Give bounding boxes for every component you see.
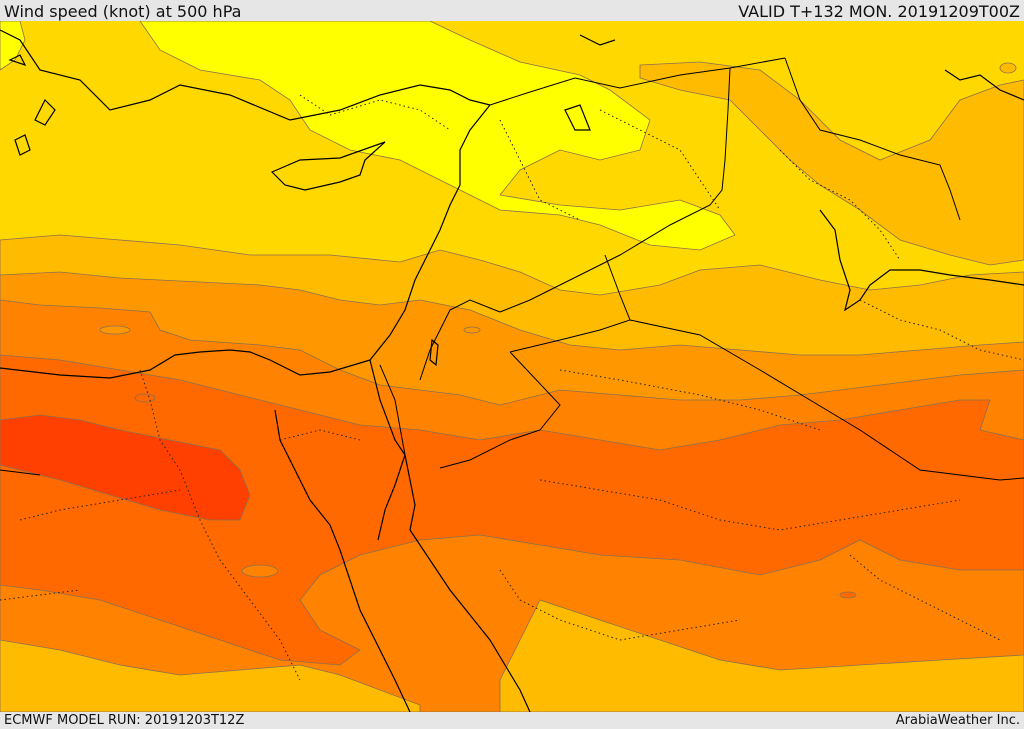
contour-blob-6	[463, 326, 481, 334]
band-redorange	[0, 354, 1024, 666]
footer-bar: ECMWF MODEL RUN: 20191203T12Z ArabiaWeat…	[0, 712, 1024, 729]
borders	[0, 57, 1024, 481]
contour-blob-3	[839, 591, 857, 599]
credit: ArabiaWeather Inc.	[895, 713, 1020, 728]
contour-blob-2	[134, 393, 156, 403]
map-title: Wind speed (knot) at 500 hPa	[4, 2, 242, 21]
province-lines	[0, 94, 1024, 681]
contour-blob-1	[99, 325, 131, 335]
band-south-east	[499, 599, 1024, 712]
valid-time: VALID T+132 MON. 20191209T00Z	[738, 2, 1020, 21]
contour-blob-5	[999, 62, 1017, 74]
wind-speed-field	[0, 21, 1024, 712]
contour-blob-4	[241, 564, 279, 578]
band-yellow-north	[139, 21, 736, 251]
band-lightorange-ne	[639, 61, 1024, 266]
forecast-map[interactable]	[0, 21, 1024, 712]
band-south	[0, 639, 421, 712]
coastlines	[0, 29, 1024, 712]
model-run: ECMWF MODEL RUN: 20191203T12Z	[4, 713, 245, 728]
header-bar: Wind speed (knot) at 500 hPa VALID T+132…	[0, 0, 1024, 21]
